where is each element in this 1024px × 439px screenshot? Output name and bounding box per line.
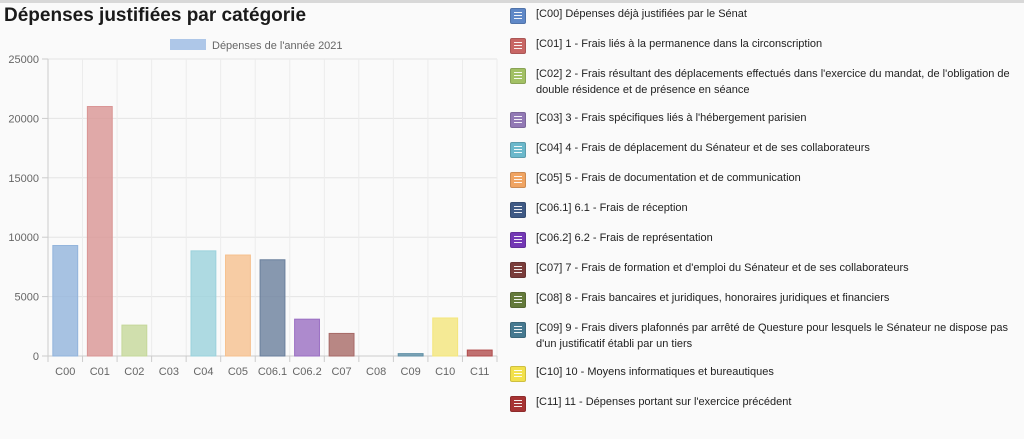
x-tick-label: C00 <box>55 366 75 378</box>
legend-item-label: [C05] 5 - Frais de documentation et de c… <box>536 172 801 184</box>
series-legend-swatch <box>170 39 206 50</box>
series-legend-label: Dépenses de l'année 2021 <box>212 40 343 52</box>
legend-item[interactable]: [C06.1] 6.1 - Frais de réception <box>506 200 688 218</box>
legend-list-icon <box>510 396 526 412</box>
x-tick-label: C11 <box>470 366 489 378</box>
bar-c05 <box>225 254 251 357</box>
legend-item[interactable]: [C09] 9 - Frais divers plafonnés par arr… <box>506 320 1018 352</box>
legend-item-label: [C06.1] 6.1 - Frais de réception <box>536 202 688 214</box>
bar-c04 <box>190 250 217 357</box>
legend-list-icon <box>510 142 526 158</box>
bar-c07 <box>328 332 355 357</box>
legend-item[interactable]: [C05] 5 - Frais de documentation et de c… <box>506 170 801 188</box>
legend-item[interactable]: [C08] 8 - Frais bancaires et juridiques,… <box>506 290 889 308</box>
bar-c00 <box>52 245 79 357</box>
legend-item-label: [C03] 3 - Frais spécifiques liés à l'héb… <box>536 112 807 124</box>
legend-item[interactable]: [C10] 10 - Moyens informatiques et burea… <box>506 364 774 382</box>
x-tick-label: C06.1 <box>258 366 287 378</box>
legend-list-icon <box>510 366 526 382</box>
legend-item-label: [C01] 1 - Frais liés à la permanence dan… <box>536 38 823 50</box>
legend-item[interactable]: [C07] 7 - Frais de formation et d'emploi… <box>506 260 909 278</box>
legend-item-label: [C09] 9 - Frais divers plafonnés par arr… <box>536 322 1009 350</box>
legend-item-label: [C10] 10 - Moyens informatiques et burea… <box>536 366 774 378</box>
x-tick-label: C03 <box>159 366 179 378</box>
legend-item-label: [C04] 4 - Frais de déplacement du Sénate… <box>536 142 870 154</box>
x-tick-label: C04 <box>193 366 213 378</box>
legend-item[interactable]: [C11] 11 - Dépenses portant sur l'exerci… <box>506 394 791 412</box>
top-border <box>0 0 1024 3</box>
legend-list-icon <box>510 232 526 248</box>
legend-list-icon <box>510 322 526 338</box>
legend-list-icon <box>510 8 526 24</box>
x-tick-label: C08 <box>366 366 386 378</box>
legend-item-label: [C06.2] 6.2 - Frais de représentation <box>536 232 713 244</box>
legend-list-icon <box>510 202 526 218</box>
legend-list-icon <box>510 112 526 128</box>
y-tick-label: 25000 <box>8 54 39 66</box>
bar-c10 <box>432 317 459 357</box>
bar-c11 <box>466 349 493 357</box>
legend-list-icon <box>510 172 526 188</box>
bar-c02 <box>121 324 148 357</box>
y-tick-label: 10000 <box>8 232 39 244</box>
y-tick-label: 20000 <box>8 113 39 125</box>
y-tick-label: 15000 <box>8 173 39 185</box>
legend-item[interactable]: [C03] 3 - Frais spécifiques liés à l'héb… <box>506 110 807 128</box>
legend-list-icon <box>510 262 526 278</box>
bar-c06-2 <box>294 318 320 357</box>
legend-item[interactable]: [C02] 2 - Frais résultant des déplacemen… <box>506 66 1018 98</box>
legend-item[interactable]: [C06.2] 6.2 - Frais de représentation <box>506 230 713 248</box>
legend-item-label: [C02] 2 - Frais résultant des déplacemen… <box>536 68 1010 96</box>
legend-item[interactable]: [C00] Dépenses déjà justifiées par le Sé… <box>506 6 747 24</box>
x-tick-label: C02 <box>124 366 144 378</box>
x-tick-label: C10 <box>435 366 455 378</box>
legend-item-label: [C08] 8 - Frais bancaires et juridiques,… <box>536 292 890 304</box>
legend-list-icon <box>510 38 526 54</box>
x-tick-label: C05 <box>228 366 248 378</box>
chart-title: Dépenses justifiées par catégorie <box>4 5 307 26</box>
x-tick-label: C09 <box>401 366 421 378</box>
legend-list-icon <box>510 68 526 84</box>
bar-c06-1 <box>259 259 286 357</box>
y-tick-label: 5000 <box>15 292 39 304</box>
legend-item-label: [C00] Dépenses déjà justifiées par le Sé… <box>536 8 747 20</box>
legend-item-label: [C11] 11 - Dépenses portant sur l'exerci… <box>536 396 792 408</box>
bar-c01 <box>86 106 113 357</box>
legend-item-label: [C07] 7 - Frais de formation et d'emploi… <box>536 262 909 274</box>
x-tick-label: C01 <box>90 366 110 378</box>
legend-item[interactable]: [C04] 4 - Frais de déplacement du Sénate… <box>506 140 870 158</box>
y-tick-label: 0 <box>33 351 39 363</box>
legend-list-icon <box>510 292 526 308</box>
x-tick-label: C06.2 <box>292 366 321 378</box>
bar-c09 <box>397 353 424 357</box>
legend-item[interactable]: [C01] 1 - Frais liés à la permanence dan… <box>506 36 822 54</box>
bar-chart: Dépenses de l'année 2021 0 5000 10000 15000 2… <box>8 39 498 378</box>
x-tick-label: C07 <box>331 366 351 378</box>
